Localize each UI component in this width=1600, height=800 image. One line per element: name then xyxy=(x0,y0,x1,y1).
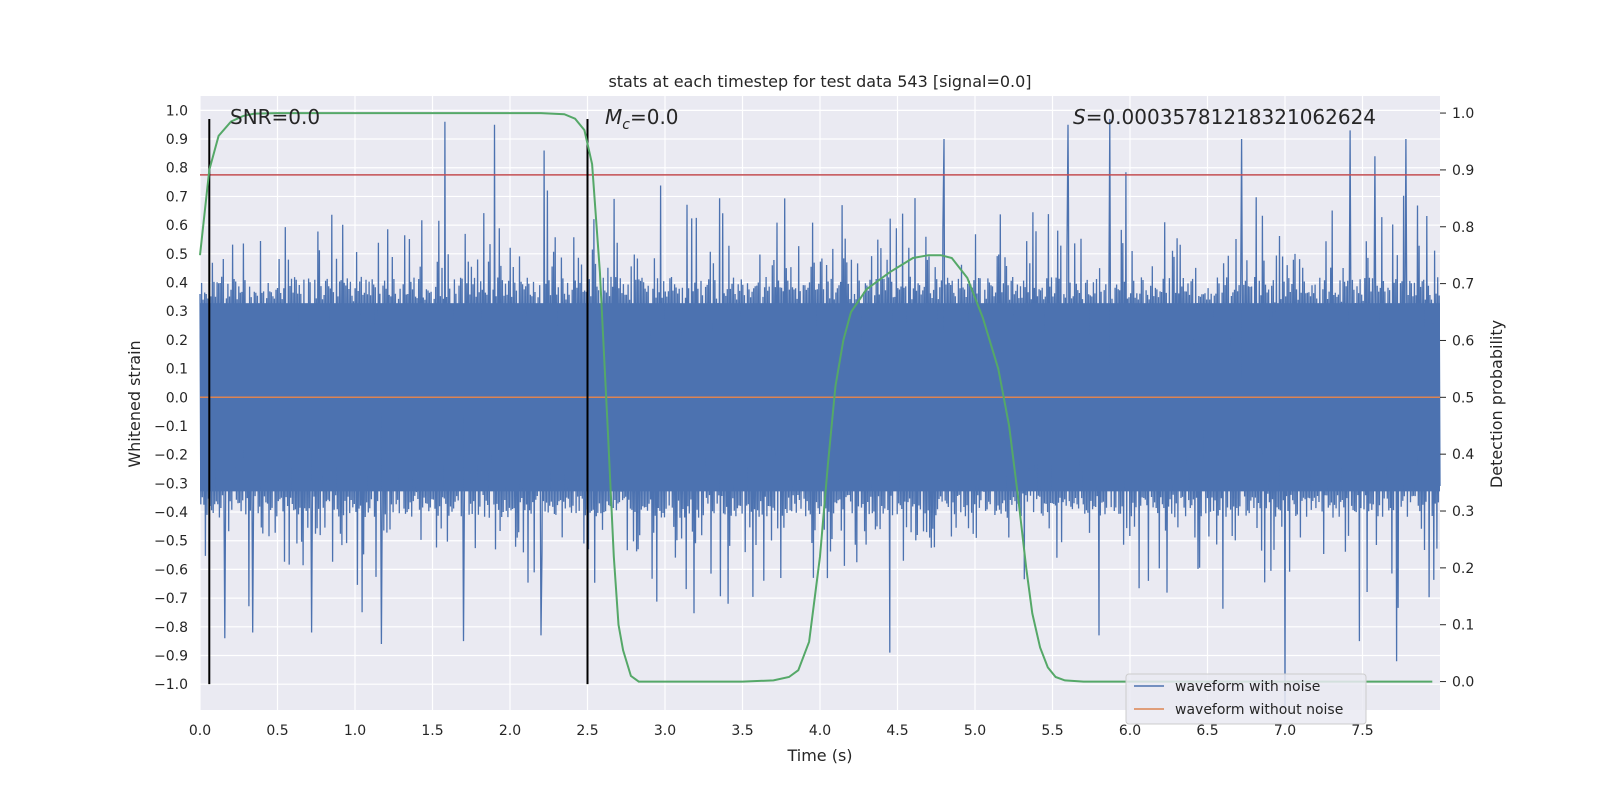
y-tick-label-right: 0.5 xyxy=(1452,390,1474,406)
x-tick-label: 2.0 xyxy=(499,723,521,739)
y-tick-label-right: 0.7 xyxy=(1452,277,1474,293)
x-tick-label: 2.5 xyxy=(576,723,598,739)
legend-label-clean: waveform without noise xyxy=(1175,702,1343,718)
y-axis-label-left: Whitened strain xyxy=(125,340,144,467)
annotation-s-statistic: S=0.00035781218321062624 xyxy=(1073,105,1376,129)
y-tick-label-left: −0.1 xyxy=(154,419,188,435)
y-tick-label-left: −0.8 xyxy=(154,620,188,636)
y-tick-label-left: 0.2 xyxy=(166,333,188,349)
legend-box xyxy=(1125,673,1367,725)
y-tick-label-left: 1.0 xyxy=(166,103,188,119)
y-tick-label-right: 0.1 xyxy=(1452,618,1474,634)
annotation-mc-sub: c xyxy=(622,117,630,133)
y-tick-label-right: 0.4 xyxy=(1452,447,1474,463)
x-tick-label: 6.0 xyxy=(1119,723,1141,739)
axis-ticks: 0.0 0.5 1.0 1.5 2.0 2.5 3.0 3.5 4.0 4.5 5.0 5.5 6.0 6… xyxy=(154,103,1474,739)
series-detection-probability xyxy=(199,112,1433,683)
y-tick-label-left: 0.6 xyxy=(166,218,188,234)
y-tick-label-right: 1.0 xyxy=(1452,106,1474,122)
annotation-s-value: =0.00035781218321062624 xyxy=(1086,105,1376,129)
y-tick-label-right: 0.3 xyxy=(1452,504,1474,520)
chart-title: stats at each timestep for test data 543… xyxy=(608,72,1031,91)
y-tick-label-left: −1.0 xyxy=(154,677,188,693)
y-tick-label-left: −0.2 xyxy=(154,448,188,464)
y-tick-label-left: −0.4 xyxy=(154,505,188,521)
y-tick-label-left: 0.1 xyxy=(166,362,188,378)
legend-label-noise: waveform with noise xyxy=(1175,679,1320,695)
y-tick-label-left: 0.9 xyxy=(166,132,188,148)
x-tick-label: 6.5 xyxy=(1196,723,1218,739)
annotation-s-symbol: S xyxy=(1073,105,1086,129)
y-tick-label-left: 0.3 xyxy=(166,304,188,320)
annotation-mc-symbol: M xyxy=(605,105,622,129)
x-axis-label: Time (s) xyxy=(786,746,852,765)
y-tick-label-right: 0.9 xyxy=(1452,163,1474,179)
y-tick-label-left: −0.3 xyxy=(154,476,188,492)
y-tick-label-left: 0.0 xyxy=(166,390,188,406)
x-tick-label: 3.0 xyxy=(654,723,676,739)
x-tick-label: 3.5 xyxy=(731,723,753,739)
legend: waveform with noise waveform without noi… xyxy=(1125,673,1367,725)
y-tick-label-left: −0.5 xyxy=(154,534,188,550)
y-tick-label-left: 0.8 xyxy=(166,161,188,177)
x-tick-label: 5.5 xyxy=(1041,723,1063,739)
y-tick-label-left: 0.4 xyxy=(166,275,188,291)
y-tick-label-left: 0.7 xyxy=(166,189,188,205)
x-tick-label: 0.5 xyxy=(266,723,288,739)
x-tick-label: 1.0 xyxy=(344,723,366,739)
y-tick-label-left: −0.9 xyxy=(154,648,188,664)
y-tick-label-left: −0.6 xyxy=(154,562,188,578)
y-tick-label-right: 0.2 xyxy=(1452,561,1474,577)
y-tick-label-left: −0.7 xyxy=(154,591,188,607)
x-tick-label: 1.5 xyxy=(421,723,443,739)
y-tick-label-right: 0.8 xyxy=(1452,220,1474,236)
x-tick-label: 5.0 xyxy=(964,723,986,739)
x-tick-label: 4.5 xyxy=(886,723,908,739)
x-tick-label: 0.0 xyxy=(189,723,211,739)
y-axis-label-right: Detection probability xyxy=(1487,320,1506,488)
x-tick-label: 7.0 xyxy=(1274,723,1296,739)
y-tick-label-left: 0.5 xyxy=(166,247,188,263)
x-tick-label: 4.0 xyxy=(809,723,831,739)
overlay-lines xyxy=(199,112,1440,685)
y-tick-label-right: 0.0 xyxy=(1452,675,1474,691)
y-tick-label-right: 0.6 xyxy=(1452,333,1474,349)
x-tick-label: 7.5 xyxy=(1351,723,1373,739)
annotation-mc-value: =0.0 xyxy=(630,105,679,129)
annotation-chirp-mass: Mc=0.0 xyxy=(605,105,679,133)
annotation-snr: SNR=0.0 xyxy=(230,105,320,129)
noise-waveform-line xyxy=(199,118,1441,708)
